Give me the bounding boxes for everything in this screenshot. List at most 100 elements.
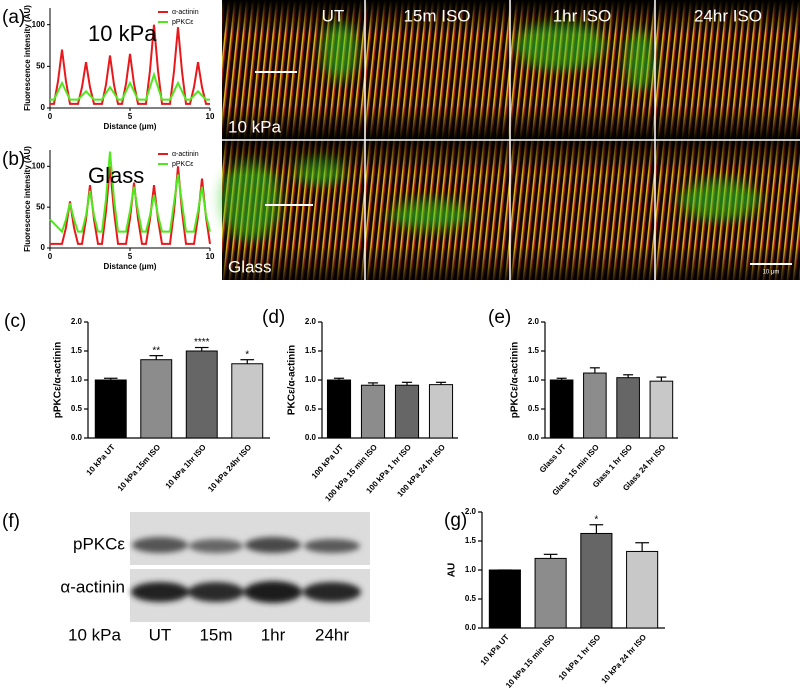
y-tick-label: 2.0 [305, 317, 317, 326]
panel-label: (c) [4, 311, 26, 332]
bar [534, 557, 567, 629]
x-tick-label: 10 [206, 112, 215, 121]
bar [428, 384, 454, 439]
y-tick-label: 0.5 [528, 404, 540, 413]
y-tick-label: 50 [36, 202, 45, 211]
y-axis-label: AU [447, 563, 458, 577]
bar [94, 379, 127, 439]
legend-label: pPKCε [172, 161, 193, 168]
micrographs: UT 15m ISO 1hr ISO 24hr ISO 10 kPa Glass… [220, 0, 800, 280]
annotation: 10 kPa [88, 21, 157, 46]
legend-label: α-actinin [172, 151, 199, 158]
row-label: Glass [228, 257, 271, 276]
bar [140, 359, 173, 439]
blot-row-label: α-actinin [60, 577, 125, 596]
bar [583, 372, 607, 439]
y-tick-label: 1.0 [465, 565, 477, 574]
x-tick-label: Glass UT [538, 443, 568, 475]
x-tick-label: 0 [48, 112, 53, 121]
significance: * [245, 349, 249, 360]
bar [185, 350, 218, 439]
x-tick-label: 100 kPa UT [310, 443, 345, 481]
x-tick-label: 5 [128, 252, 133, 261]
x-tick-label: 10 kPa UT [85, 443, 117, 478]
y-tick-label: 2.0 [465, 507, 477, 516]
panel-label: (f) [2, 511, 20, 532]
shade [222, 140, 800, 280]
bands [131, 537, 361, 603]
y-tick-label: 1.5 [528, 346, 540, 355]
series-line [50, 71, 210, 101]
y-tick-label: 0.0 [71, 433, 83, 442]
significance: **** [194, 337, 210, 348]
lane-label: 24hr [315, 625, 349, 644]
western-blot: (f) pPKCε α-actinin 10 kPa UT 15m 1hr 24… [2, 511, 370, 644]
y-tick-label: 0.5 [465, 594, 477, 603]
x-tick-label: 10 kPa 15m ISO [116, 443, 163, 493]
panel-label: (a) [2, 7, 25, 28]
y-tick-label: 0.0 [528, 433, 540, 442]
series-line [49, 151, 211, 234]
series-line [50, 166, 211, 245]
y-tick-label: 1.5 [305, 346, 317, 355]
y-tick-label: 0.5 [305, 404, 317, 413]
series-line [50, 24, 210, 105]
y-tick-label: 1.5 [71, 346, 83, 355]
bar [326, 379, 352, 439]
bar [580, 532, 613, 629]
shade [222, 0, 800, 140]
column-label: 15m ISO [403, 6, 470, 25]
panel-label: (g) [444, 510, 467, 531]
bar [394, 384, 420, 439]
significance: ** [152, 345, 160, 356]
y-tick-label: 2.0 [71, 317, 83, 326]
panel-label: (d) [262, 307, 285, 328]
y-axis-label: PKCε/α-actinin [287, 345, 298, 415]
legend-label: α-actinin [172, 9, 199, 16]
significance: * [594, 514, 598, 525]
bar [649, 380, 674, 439]
x-tick-label: 10 kPa 24hr ISO [206, 443, 253, 494]
column-label: 1hr ISO [553, 6, 612, 25]
panel-label: (e) [488, 307, 511, 328]
lane-label: UT [149, 625, 172, 644]
column-label: 24hr ISO [694, 6, 762, 25]
x-tick-label: 10 kPa 15 min ISO [504, 633, 557, 688]
y-tick-label: 50 [36, 61, 45, 70]
y-tick-label: 0.0 [305, 433, 317, 442]
lane-label: 1hr [261, 625, 286, 644]
bar [549, 379, 574, 439]
bar [488, 569, 521, 629]
x-axis-label: Distance (μm) [104, 262, 157, 271]
y-axis-label: pPKCε/α-actinin [53, 342, 64, 418]
y-tick-label: 1.0 [305, 375, 317, 384]
scale-bar-label: 10 μm [763, 270, 780, 276]
x-tick-label: 5 [128, 112, 133, 121]
bar [360, 384, 386, 439]
lane-label: 15m [199, 625, 232, 644]
panel-label: (b) [2, 149, 25, 170]
y-axis-label: pPKCε/α-actinin [510, 342, 521, 418]
bar [626, 550, 659, 629]
x-tick-label: 10 kPa 1 hr ISO [557, 633, 603, 682]
annotation: Glass [88, 163, 144, 188]
blot-gap [130, 565, 370, 569]
x-tick-label: 0 [48, 252, 53, 261]
y-tick-label: 0.5 [71, 404, 83, 413]
y-axis-label: Fluorescence intensity (AU) [23, 5, 32, 111]
blot-row-label: pPKCε [73, 534, 125, 553]
bar [616, 377, 640, 439]
blot-condition: 10 kPa [68, 625, 121, 644]
row-label: 10 kPa [228, 117, 281, 136]
x-tick-label: 10 kPa 1hr ISO [164, 443, 208, 491]
y-tick-label: 1.0 [71, 375, 83, 384]
bar [231, 363, 264, 439]
y-tick-label: 0.0 [465, 623, 477, 632]
x-tick-label: 10 kPa UT [479, 633, 511, 668]
x-tick-label: 10 kPa 24 hr ISO [600, 633, 649, 686]
y-tick-label: 2.0 [528, 317, 540, 326]
y-tick-label: 0 [41, 103, 46, 112]
y-tick-label: 100 [32, 161, 46, 170]
x-tick-label: 10 [206, 252, 215, 261]
